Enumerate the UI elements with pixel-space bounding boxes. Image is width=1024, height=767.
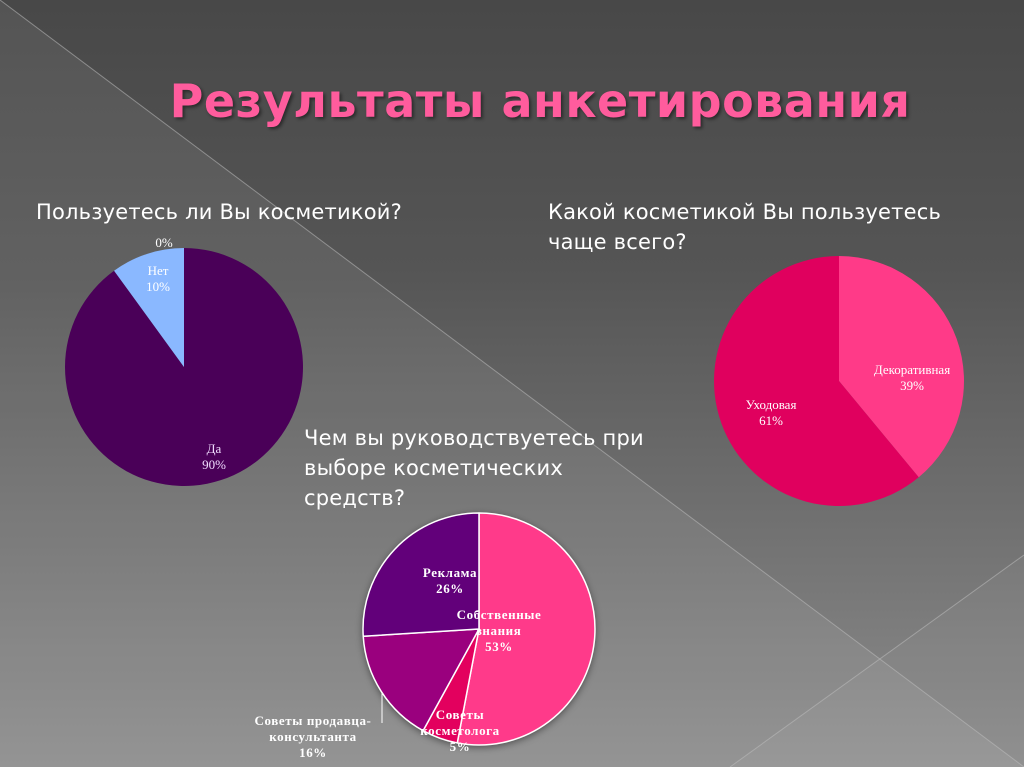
pie-label-yes-pct: 90% [202, 457, 226, 472]
pie-slice-no[interactable] [114, 248, 184, 367]
pie-label-sales-advice-line1: Советы продавца- [254, 713, 371, 728]
pie-label-no-pct: 10% [146, 279, 170, 294]
pie-label-yes-name: Да [207, 441, 222, 456]
question-text-line-2: выборе косметических [304, 456, 564, 480]
pie-slice-care[interactable] [714, 256, 919, 506]
pie-slice-decorative[interactable] [839, 256, 965, 478]
question-text-line-1: Какой косметикой Вы пользуетесь [548, 200, 942, 224]
question-text: Пользуетесь ли Вы косметикой? [36, 200, 402, 224]
pie-slice-yes[interactable] [65, 248, 304, 486]
pie-slice-sales-advice[interactable] [362, 628, 480, 732]
question-uses-cosmetics: Пользуетесь ли Вы косметикой? [36, 197, 402, 227]
pie-label-own-knowledge-pct: 53% [485, 639, 513, 654]
pie-label-sales-advice-pct: 16% [299, 745, 327, 760]
pie-chart-uses-cosmetics: 0% Нет 10% Да 90% [65, 235, 304, 486]
pie-label-own-knowledge-line1: Собственные [457, 607, 542, 622]
pie-label-decorative-name: Декоративная [874, 362, 950, 377]
pie-label-care-pct: 61% [759, 413, 783, 428]
question-choice-factors: Чем вы руководствуетесь при выборе косме… [304, 423, 724, 513]
pie-label-cosmetologist-line2: косметолога [420, 723, 500, 738]
question-text-line-2: чаще всего? [548, 230, 687, 254]
pie-label-sales-advice-line2: консультанта [269, 729, 357, 744]
pie-label-cosmetologist-line1: Советы [436, 707, 485, 722]
pie-label-advertising-pct: 26% [436, 581, 464, 596]
question-cosmetics-type: Какой косметикой Вы пользуетесь чаще все… [548, 197, 1008, 257]
pie-label-own-knowledge-line2: знания [477, 623, 522, 638]
pie-label-cosmetologist-pct: 5% [450, 739, 471, 754]
pie-label-decorative-pct: 39% [900, 378, 924, 393]
slide-title: Результаты анкетирования [169, 74, 911, 128]
pie-chart-choice-factors: Реклама 26% Собственные знания 53% Совет… [254, 512, 596, 760]
pie-label-advertising-name: Реклама [423, 565, 477, 580]
question-text-line-1: Чем вы руководствуетесь при [304, 426, 644, 450]
pie-label-care-name: Уходовая [746, 397, 797, 412]
pie-label-no-name: Нет [148, 263, 169, 278]
question-text-line-3: средств? [304, 486, 406, 510]
pie-label-zero-pct: 0% [155, 235, 173, 250]
pie-slice-own-knowledge[interactable] [456, 512, 596, 746]
pie-chart-cosmetics-type: Декоративная 39% Уходовая 61% [714, 256, 965, 506]
background-diagonal-line-2 [729, 554, 1024, 767]
pie-slice-advertising[interactable] [362, 512, 480, 638]
